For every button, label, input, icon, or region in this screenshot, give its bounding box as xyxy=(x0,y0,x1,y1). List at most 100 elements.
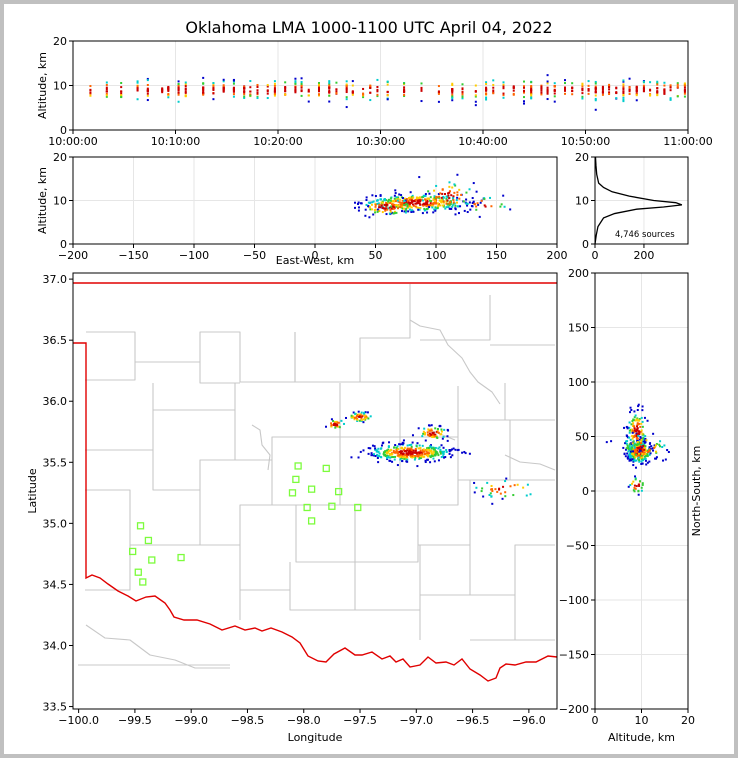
source-point xyxy=(273,90,276,93)
source-point xyxy=(409,454,412,457)
source-point xyxy=(177,88,180,91)
source-point xyxy=(526,483,529,486)
source-point xyxy=(658,443,661,446)
source-point xyxy=(648,453,651,456)
source-point xyxy=(474,90,477,93)
source-point xyxy=(637,451,640,454)
source-point xyxy=(633,444,636,447)
source-point xyxy=(594,97,597,100)
source-point xyxy=(456,196,459,199)
source-point xyxy=(369,447,372,450)
source-point xyxy=(357,410,360,413)
source-point xyxy=(490,484,493,487)
source-point xyxy=(622,91,625,94)
source-point xyxy=(608,83,611,86)
source-point xyxy=(646,419,649,422)
source-point xyxy=(364,414,367,417)
source-point xyxy=(405,199,408,202)
source-point xyxy=(360,418,363,421)
source-point xyxy=(352,411,355,414)
source-point xyxy=(498,488,501,491)
source-point xyxy=(496,490,499,493)
source-point xyxy=(440,428,443,431)
source-point xyxy=(388,441,391,444)
source-point xyxy=(630,448,633,451)
source-point xyxy=(146,88,149,91)
time-height-xtick: 11:00:00 xyxy=(663,135,712,148)
lma-station-marker xyxy=(307,517,316,525)
source-point xyxy=(356,202,359,205)
source-point xyxy=(437,431,440,434)
source-point xyxy=(641,456,644,459)
source-point xyxy=(461,451,464,454)
source-point xyxy=(432,457,435,460)
source-point xyxy=(294,81,297,84)
source-point xyxy=(451,448,454,451)
source-point xyxy=(318,82,320,85)
source-point xyxy=(635,453,638,456)
source-point xyxy=(273,82,276,85)
source-point xyxy=(212,86,215,89)
map-xtick: −96.5 xyxy=(456,714,490,727)
source-point xyxy=(396,464,399,467)
source-point xyxy=(622,85,625,88)
lma-station-marker xyxy=(177,553,185,562)
source-point xyxy=(553,95,556,98)
source-point xyxy=(411,434,414,437)
source-point xyxy=(167,96,170,99)
source-point xyxy=(369,91,372,94)
source-point xyxy=(420,198,423,201)
source-point xyxy=(105,83,108,86)
source-point xyxy=(444,207,447,210)
source-point xyxy=(405,452,408,455)
source-point xyxy=(437,205,440,208)
source-point xyxy=(640,451,643,454)
source-point xyxy=(409,196,412,199)
source-point xyxy=(564,92,566,95)
source-point xyxy=(540,93,543,96)
source-point xyxy=(530,96,533,99)
source-point xyxy=(393,458,396,461)
source-point xyxy=(581,85,584,88)
source-point xyxy=(448,197,451,200)
source-point xyxy=(634,430,637,433)
source-point xyxy=(442,455,445,458)
source-point xyxy=(356,418,359,421)
time-height-xtick: 10:40:00 xyxy=(458,135,507,148)
source-point xyxy=(423,453,426,456)
source-point xyxy=(256,92,259,95)
source-point xyxy=(439,452,442,455)
lma-station-marker xyxy=(354,503,362,512)
source-point xyxy=(623,453,626,456)
source-point xyxy=(640,489,643,492)
source-point xyxy=(637,489,640,492)
source-point xyxy=(645,439,648,442)
source-point xyxy=(389,210,392,213)
time-height-xtick: 10:10:00 xyxy=(151,135,200,148)
source-point xyxy=(428,203,431,206)
source-point xyxy=(367,205,370,208)
source-point xyxy=(523,91,525,94)
source-point xyxy=(376,453,379,456)
source-point xyxy=(683,91,686,94)
source-point xyxy=(387,456,390,459)
source-point xyxy=(414,451,417,454)
source-point xyxy=(273,84,276,87)
source-point xyxy=(376,88,379,91)
source-point xyxy=(451,205,454,208)
source-point xyxy=(644,453,647,456)
source-point xyxy=(369,208,372,211)
source-point xyxy=(372,213,375,216)
source-point xyxy=(410,447,413,450)
source-point xyxy=(631,429,634,432)
source-point xyxy=(479,201,482,204)
source-point xyxy=(360,411,363,414)
source-point xyxy=(445,449,448,452)
source-point xyxy=(417,454,420,457)
source-point xyxy=(653,446,656,449)
source-point xyxy=(648,460,651,463)
source-point xyxy=(440,201,443,204)
source-point xyxy=(438,199,441,202)
ew-xtick: 150 xyxy=(486,249,507,262)
source-point xyxy=(382,441,385,444)
